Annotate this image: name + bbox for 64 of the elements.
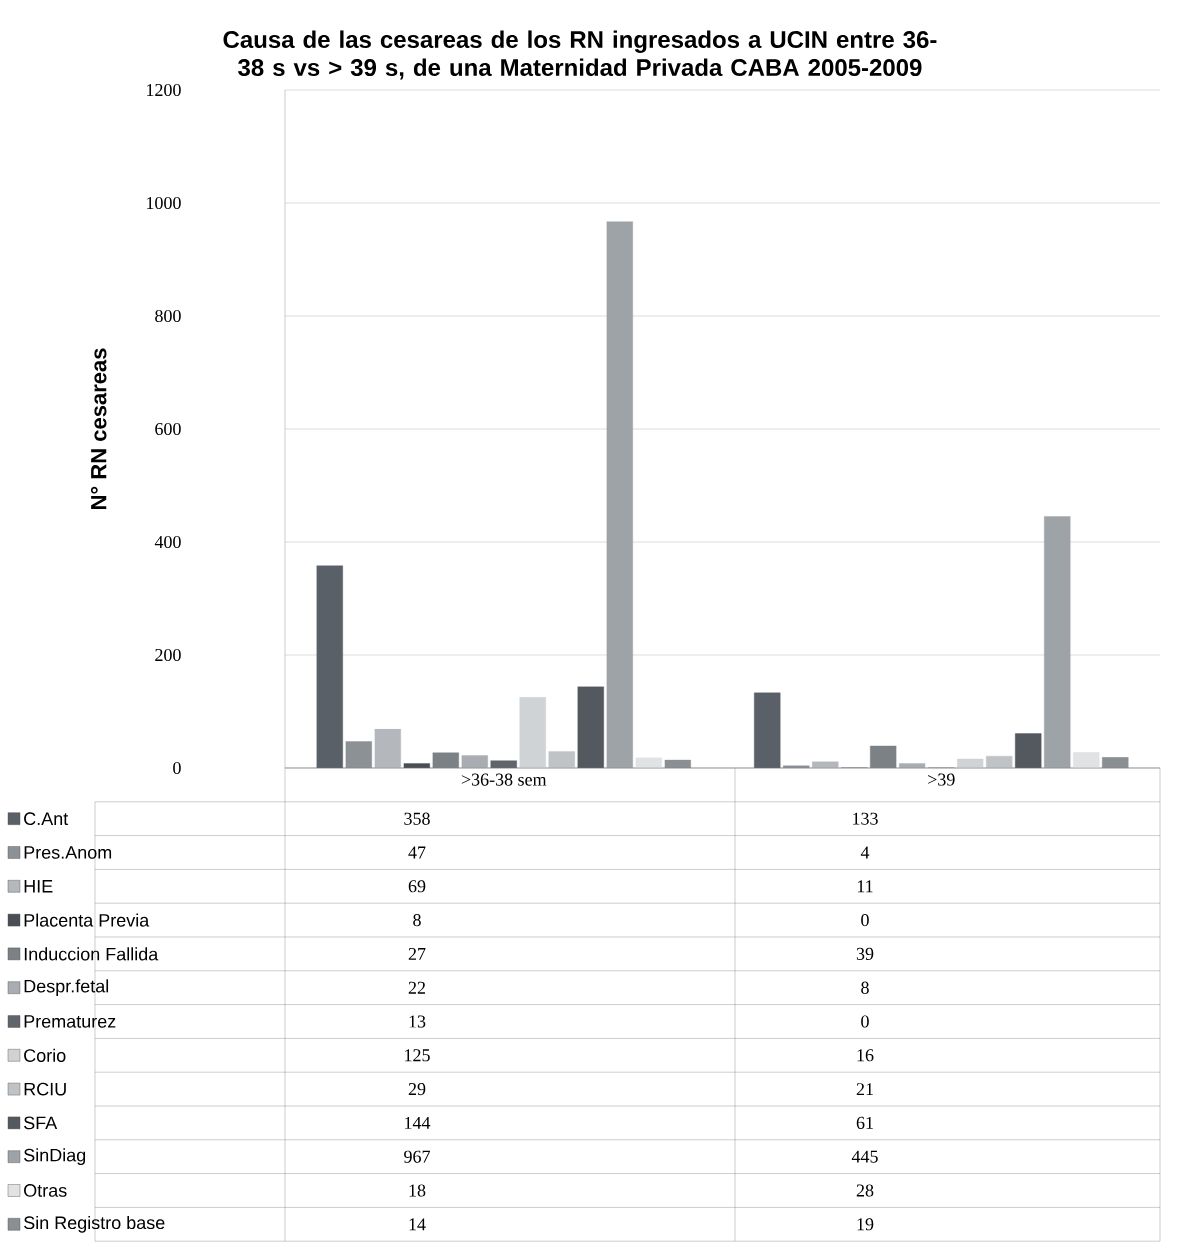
data-label: 14 <box>409 1218 426 1231</box>
data-label: 358 <box>404 812 430 825</box>
data-label: 16 <box>857 1049 874 1062</box>
y-axis-title: N° RN cesareas <box>90 348 107 509</box>
bar <box>812 761 839 768</box>
x-tick-label: >36-38 sem <box>461 773 547 786</box>
data-label: 8 <box>861 981 869 994</box>
legend-label: C.Ant <box>24 812 69 826</box>
legend-label: Despr.fetal <box>24 979 109 997</box>
y-tick-label: 400 <box>154 535 181 549</box>
bar <box>1073 751 1100 768</box>
data-label: 445 <box>851 1150 878 1163</box>
bar <box>986 755 1013 768</box>
y-tick-label: 0 <box>173 761 181 775</box>
data-label: 27 <box>408 947 426 960</box>
legend-label: SinDiag <box>24 1148 86 1166</box>
legend-label: RCIU <box>24 1082 66 1096</box>
bar <box>548 751 575 768</box>
y-tick-label: 1000 <box>147 196 181 210</box>
data-label: 967 <box>404 1150 430 1163</box>
data-label: 133 <box>853 812 878 825</box>
data-label: 61 <box>856 1116 873 1129</box>
bar <box>490 760 517 768</box>
data-label: 29 <box>408 1083 426 1096</box>
x-tick-label: >39 <box>928 773 955 786</box>
data-label: 144 <box>405 1116 431 1129</box>
chart-title: Causa de las cesareas de los RN ingresados a UCIN entre 36-38 s vs > 39 s, de una Maternidad Privada CABA 2005-2009 <box>223 30 937 80</box>
data-label: 18 <box>409 1184 426 1197</box>
data-label: 13 <box>409 1015 426 1028</box>
data-label: 19 <box>857 1218 874 1231</box>
legend-label: Pres.Anom <box>24 846 112 859</box>
legend-label: SFA <box>24 1116 58 1130</box>
bar <box>374 728 401 768</box>
y-tick-label: 200 <box>155 648 181 662</box>
legend-label: Corio <box>24 1048 66 1062</box>
legend-label: HIE <box>24 880 53 893</box>
legend-label: Otras <box>24 1184 67 1197</box>
legend-label: Sin Registro base <box>24 1215 165 1233</box>
data-label: 11 <box>857 880 873 893</box>
legend-label: Placenta Previa <box>24 913 150 927</box>
bar <box>664 759 691 768</box>
bar <box>519 697 546 768</box>
data-label: 0 <box>861 1015 869 1028</box>
data-label: 47 <box>408 846 426 859</box>
data-label: 21 <box>856 1083 873 1096</box>
data-label: 0 <box>861 914 869 927</box>
data-label: 22 <box>408 981 426 994</box>
bar <box>957 758 984 768</box>
y-tick-label: 600 <box>155 422 181 436</box>
bar <box>345 741 372 768</box>
y-tick-label: 1200 <box>147 83 181 97</box>
data-label: 69 <box>408 880 426 893</box>
data-label: 125 <box>405 1049 430 1062</box>
data-label: 4 <box>860 846 870 859</box>
data-label: 28 <box>856 1184 874 1197</box>
legend-label: Induccion Fallida <box>24 947 159 961</box>
bar <box>754 692 781 768</box>
legend-label: Prematurez <box>24 1015 116 1028</box>
y-tick-label: 800 <box>155 309 181 323</box>
data-label: 39 <box>856 947 874 960</box>
bar <box>635 757 662 768</box>
bar <box>1102 757 1129 768</box>
bar <box>316 565 343 768</box>
data-label: 8 <box>413 914 421 927</box>
